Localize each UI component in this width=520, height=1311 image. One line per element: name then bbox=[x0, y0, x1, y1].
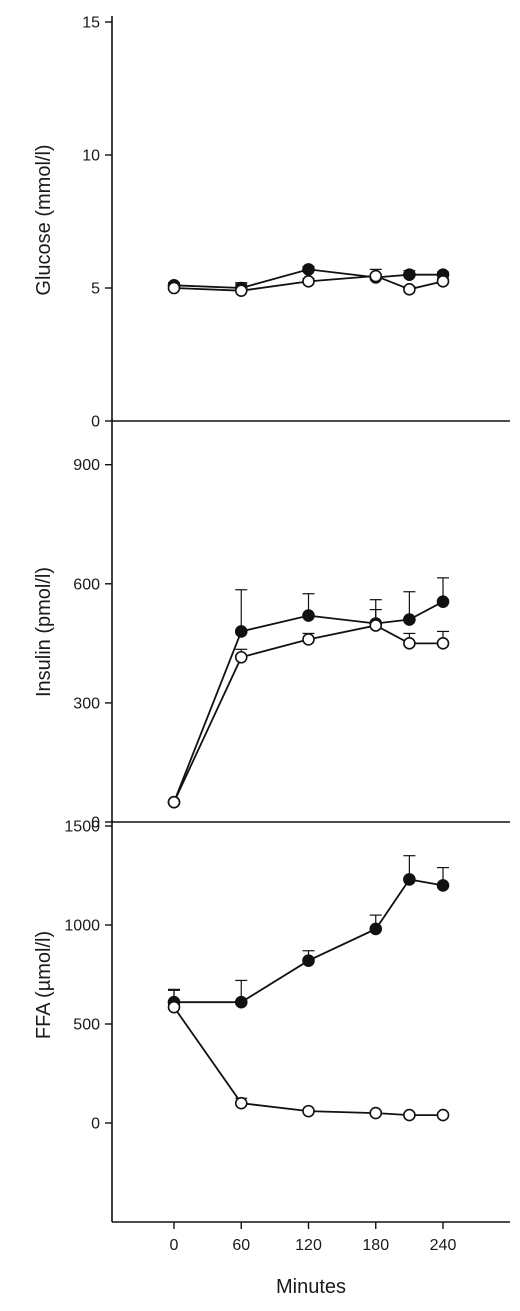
insulin-point-open bbox=[369, 619, 383, 632]
ffa-point-open bbox=[436, 1108, 450, 1122]
glucose-y-tick-label: 0 bbox=[91, 414, 100, 431]
ffa-point-open bbox=[167, 1000, 181, 1014]
glucose-point-open bbox=[369, 269, 383, 283]
panel-ffa: 0 500 1000 1500 FFA (µmol/l) bbox=[33, 819, 510, 1223]
glucose-point-open bbox=[302, 275, 315, 288]
insulin-y-tick-label: 0 bbox=[91, 815, 100, 832]
glucose-point-filled bbox=[403, 268, 416, 282]
insulin-series-line-filled bbox=[173, 600, 444, 803]
ffa-point-open bbox=[234, 1096, 248, 1110]
panel-insulin: 0 300 600 900 Insulin (pmol/l) bbox=[33, 419, 510, 832]
ffa-point-open bbox=[403, 1108, 416, 1122]
ffa-y-axis-label: FFA (µmol/l) bbox=[33, 931, 55, 1039]
insulin-point-filled bbox=[403, 613, 416, 626]
glucose-y-tick-label: 10 bbox=[82, 148, 100, 165]
glucose-point-open bbox=[167, 281, 181, 295]
ffa-y-tick-label: 1500 bbox=[64, 819, 100, 836]
insulin-y-axis-label: Insulin (pmol/l) bbox=[33, 567, 55, 697]
x-tick-label: 0 bbox=[170, 1237, 179, 1254]
x-tick-label: 120 bbox=[295, 1237, 322, 1254]
insulin-point-filled bbox=[302, 609, 315, 622]
ffa-point-filled bbox=[302, 954, 315, 967]
insulin-point-open bbox=[436, 637, 450, 650]
glucose-point-open bbox=[403, 283, 416, 296]
ffa-point-filled bbox=[403, 873, 416, 886]
insulin-y-tick-label: 300 bbox=[73, 695, 100, 712]
ffa-point-open bbox=[302, 1104, 315, 1118]
x-tick-label: 180 bbox=[362, 1237, 389, 1254]
insulin-point-filled bbox=[436, 595, 450, 608]
ffa-y-tick-label: 1000 bbox=[64, 918, 100, 935]
ffa-series-line-open bbox=[173, 1006, 443, 1116]
insulin-y-tick-label: 600 bbox=[73, 576, 100, 593]
glucose-y-axis-label: Glucose (mmol/l) bbox=[33, 144, 55, 295]
x-tick-label: 60 bbox=[232, 1237, 250, 1254]
ffa-point-open bbox=[369, 1106, 383, 1120]
x-axis-label: Minutes bbox=[276, 1276, 346, 1298]
ffa-y-tick-label: 0 bbox=[91, 1116, 100, 1133]
ffa-point-filled bbox=[436, 879, 450, 892]
insulin-point-open bbox=[403, 637, 416, 650]
insulin-point-filled bbox=[234, 625, 248, 638]
ffa-y-tick-label: 500 bbox=[73, 1017, 100, 1034]
panel-glucose: 0 5 10 15 Glucose (mmol/l) bbox=[33, 15, 510, 431]
insulin-y-tick-label: 900 bbox=[73, 457, 100, 474]
insulin-series-line-open bbox=[173, 624, 443, 803]
ffa-point-filled bbox=[369, 922, 383, 936]
glucose-point-open bbox=[436, 275, 450, 288]
x-axis: 0 60 120 180 240 Minutes bbox=[170, 1222, 457, 1298]
glucose-y-tick-label: 15 bbox=[82, 15, 100, 32]
glucose-point-open bbox=[234, 284, 248, 297]
x-tick-label: 240 bbox=[430, 1237, 457, 1254]
glucose-point-filled bbox=[302, 263, 315, 276]
insulin-point-open bbox=[302, 633, 315, 646]
insulin-point-open bbox=[234, 650, 248, 664]
glucose-y-tick-label: 5 bbox=[91, 281, 100, 298]
insulin-point-open bbox=[167, 795, 181, 809]
ffa-series-line-filled bbox=[174, 878, 444, 1004]
ffa-point-filled bbox=[234, 995, 248, 1009]
